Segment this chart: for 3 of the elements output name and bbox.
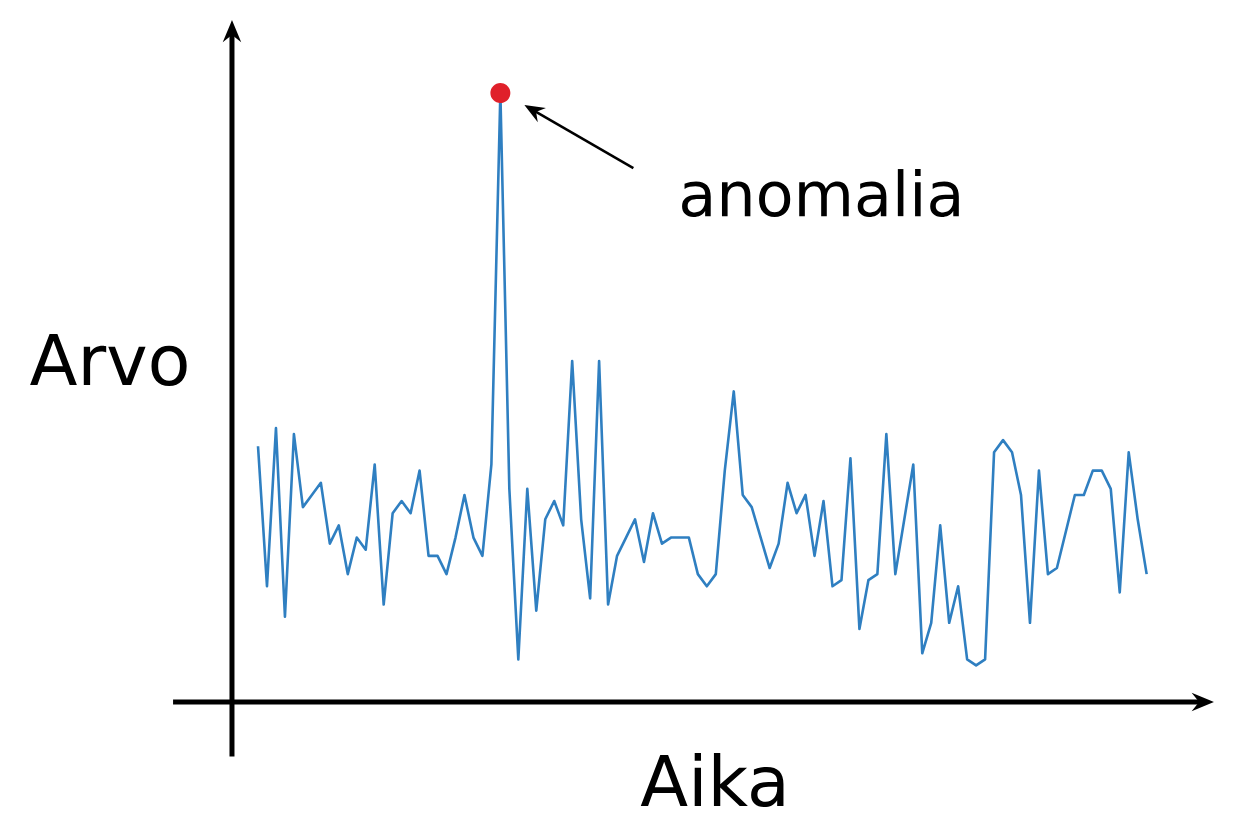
x-axis-title: Aika [640,752,784,808]
annotation: anomalia [682,169,959,218]
y-axis-title: Arvo [30,333,187,386]
